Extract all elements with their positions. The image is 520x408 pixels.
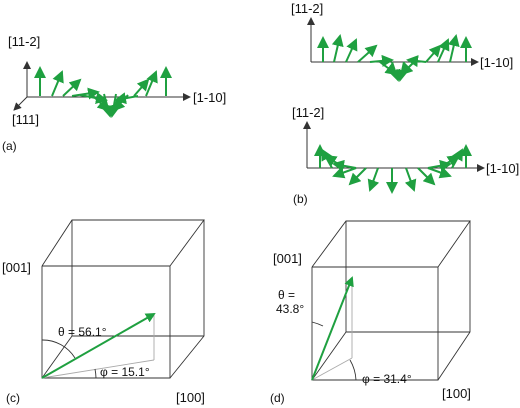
spin-arrow [332, 166, 357, 179]
panel-b-label: (b) [293, 192, 308, 206]
spin-arrow [369, 54, 394, 67]
panel-d-label: (d) [270, 391, 285, 405]
panel-b-top-axis-horizontal-label: [1-10] [480, 55, 513, 70]
panel-c-cube-hidden-depth [41, 335, 73, 379]
panel-a-axis-vertical-label: [11-2] [8, 34, 40, 49]
spin-arrow [145, 70, 158, 97]
panel-c-theta-arc [41, 339, 76, 359]
panel-c-cube-front-face [41, 265, 171, 379]
panel-b-bottom: [11-2] [1-10] (b) [292, 105, 519, 206]
spin-arrow [427, 166, 452, 179]
panel-d: [001] [100] θ = 43.8° φ = 31.4° (d) [270, 220, 471, 405]
spin-arrow [62, 78, 82, 97]
panel-c-projection-floor [41, 359, 155, 379]
panel-a-spin-arrows [34, 66, 172, 118]
panel-d-cube [311, 220, 471, 381]
spin-arrow [417, 167, 436, 186]
panel-d-phi-arc [349, 359, 357, 381]
spin-arrow [437, 38, 450, 63]
panel-c-cube-top-face [41, 219, 205, 267]
panel-b-top-spin-arrows [317, 34, 472, 82]
panel-a: [11-2] [1-10] [111] (a) [2, 34, 226, 153]
spin-arrow [331, 34, 344, 63]
spin-arrow [404, 167, 417, 192]
panel-a-label: (a) [2, 139, 17, 153]
panel-c-label: (c) [6, 391, 20, 405]
spin-arrow [71, 87, 100, 100]
panel-c-phi-arc [94, 368, 97, 379]
panel-d-theta-arc [311, 321, 324, 327]
panel-d-axis-horizontal-label: [100] [442, 386, 471, 401]
panel-d-moment-arrow [311, 276, 354, 381]
spin-arrow [406, 55, 427, 68]
spin-arrow [345, 38, 358, 63]
spin-arrow [425, 44, 442, 63]
panel-d-theta-label-line1: θ = [278, 288, 295, 302]
panel-d-projection-floor [311, 357, 353, 381]
panel-b-top-axis-vertical-label: [11-2] [291, 1, 323, 16]
panel-a-axis-depth-label: [111] [12, 112, 39, 127]
spin-arrow [367, 167, 380, 192]
panel-c-axis-vertical-label: [001] [2, 260, 31, 275]
panel-b-bottom-axis-horizontal-label: [1-10] [486, 161, 519, 176]
panel-d-axis-vertical-label: [001] [273, 251, 302, 266]
panel-b-bottom-spin-arrows [314, 144, 472, 194]
spin-arrow [133, 78, 150, 97]
panel-c-moment-arrow [41, 313, 156, 379]
panel-a-axis-depth-line [13, 96, 28, 111]
panel-c-axis-horizontal-label: [100] [176, 390, 205, 405]
panel-c-phi-label: φ = 15.1° [100, 365, 150, 379]
panel-c-theta-label: θ = 56.1° [58, 325, 107, 339]
spin-arrow [348, 167, 367, 186]
panel-c-cube [41, 219, 205, 379]
spin-arrow [332, 159, 357, 172]
panel-b-bottom-axis-vertical-label: [11-2] [292, 105, 324, 120]
panel-d-phi-label: φ = 31.4° [362, 372, 412, 386]
panel-d-theta-label-line2: 43.8° [276, 302, 304, 316]
spin-arrow [396, 61, 409, 82]
spin-arrow [357, 44, 378, 63]
panel-d-cube-front-face [311, 266, 439, 381]
panel-d-cube-hidden-depth [311, 331, 347, 381]
panel-a-axis-horizontal-label: [1-10] [193, 90, 226, 105]
spin-arrow [114, 92, 139, 105]
panel-d-cube-right-face [437, 221, 471, 381]
panel-b-top: [11-2] [1-10] [291, 1, 513, 82]
panel-c: [001] [100] θ = 56.1° φ = 15.1° (c) [2, 219, 205, 405]
spin-arrow [51, 70, 64, 97]
spin-arrow [447, 34, 460, 63]
panel-d-cube-top-face [311, 220, 471, 268]
